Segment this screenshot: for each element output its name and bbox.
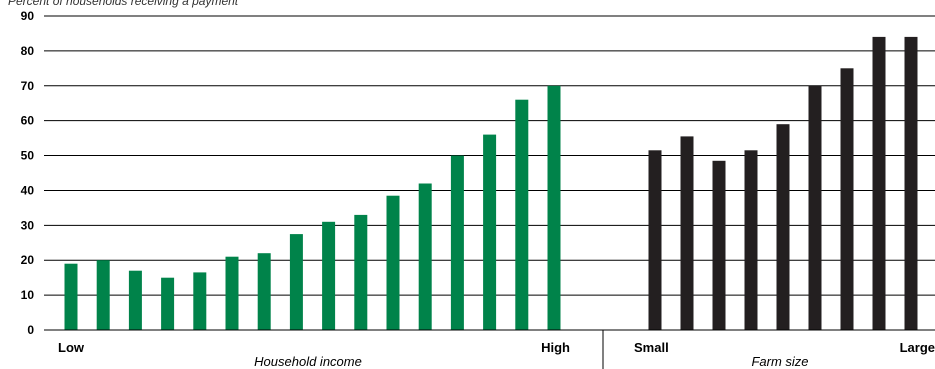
income-bar xyxy=(257,253,271,330)
y-tick-label: 80 xyxy=(21,44,35,58)
income-low-label: Low xyxy=(58,340,85,355)
income-bar xyxy=(322,221,336,330)
bars xyxy=(64,36,918,331)
farm-size-bar xyxy=(744,150,758,330)
income-bar xyxy=(483,134,497,330)
income-high-label: High xyxy=(541,340,570,355)
income-bar xyxy=(193,272,207,330)
farm-size-bar xyxy=(712,160,726,330)
y-tick-label: 20 xyxy=(21,253,35,267)
y-tick-label: 30 xyxy=(21,218,35,232)
income-bar xyxy=(128,270,142,330)
farm-size-bar xyxy=(872,36,886,331)
income-group-label: Household income xyxy=(254,354,362,369)
y-tick-label: 90 xyxy=(21,9,35,23)
farm-size-bar xyxy=(648,150,662,330)
farm-large-label: Large xyxy=(900,340,935,355)
farm-size-bar xyxy=(904,36,918,331)
farm-small-label: Small xyxy=(634,340,669,355)
y-tick-label: 70 xyxy=(21,79,35,93)
income-bar xyxy=(64,263,78,330)
y-tick-label: 50 xyxy=(21,149,35,163)
income-bar xyxy=(354,214,368,330)
y-tick-label: 40 xyxy=(21,183,35,197)
farm-size-bar xyxy=(808,85,822,330)
income-bar xyxy=(418,183,432,330)
y-tick-label: 10 xyxy=(21,288,35,302)
income-bar xyxy=(161,277,175,330)
income-bar xyxy=(289,234,303,330)
farm-size-bar xyxy=(776,124,790,330)
farm-size-bar xyxy=(840,68,854,331)
header-note: Percent of households receiving a paymen… xyxy=(8,0,239,8)
y-tick-label: 60 xyxy=(21,114,35,128)
income-bar xyxy=(386,195,400,330)
income-bar xyxy=(515,99,529,330)
income-bar xyxy=(96,260,110,330)
y-tick-label: 0 xyxy=(27,323,34,337)
income-bar xyxy=(225,256,239,330)
income-bar xyxy=(547,85,561,330)
y-tick-labels: 0 10 20 30 40 50 60 70 80 90 xyxy=(21,9,35,337)
farm-group-label: Farm size xyxy=(751,354,808,369)
farm-size-bar xyxy=(680,136,694,330)
income-bar xyxy=(450,155,464,330)
